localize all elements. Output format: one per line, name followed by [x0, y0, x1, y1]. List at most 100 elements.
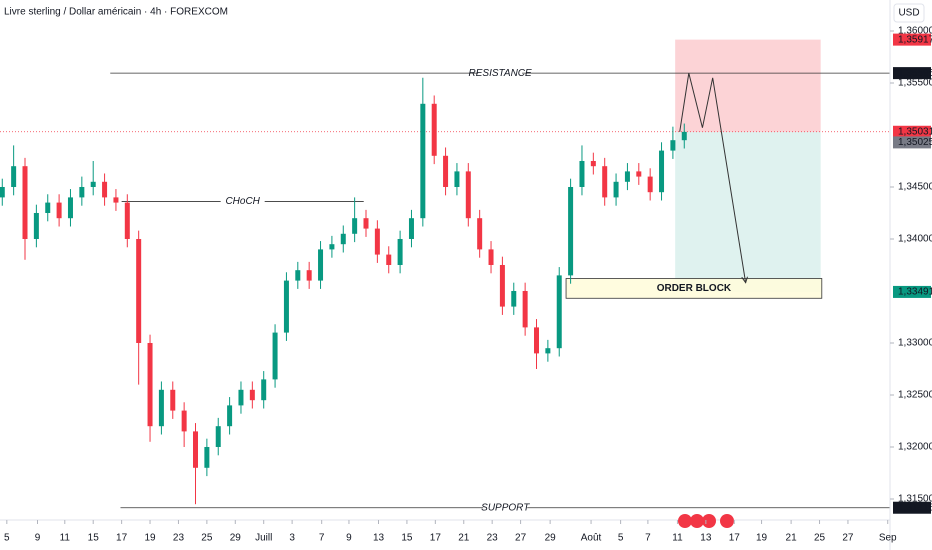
candle-body [420, 103, 426, 219]
x-tick-label: 27 [842, 533, 854, 544]
x-tick-label: 11 [672, 533, 683, 544]
x-tick-label: 17 [116, 533, 128, 544]
price-tag-label: 1,33491 [898, 287, 932, 298]
candle-body [408, 218, 414, 239]
candle-body [636, 171, 642, 177]
candle-body [454, 171, 460, 187]
price-tag-label: 1,35025 [898, 137, 932, 148]
price-tag [893, 285, 931, 298]
candle-body [522, 290, 528, 328]
candle-body [215, 426, 221, 447]
x-tick-label: 25 [814, 533, 826, 544]
candle-body [113, 197, 119, 203]
candle-body [56, 202, 62, 219]
candle-body [249, 389, 255, 401]
level-label-bg [220, 195, 265, 208]
candle-body [511, 290, 517, 307]
candle-body [147, 342, 153, 427]
x-tick-label: 9 [35, 533, 41, 544]
candle-body [22, 166, 28, 239]
candle-body [306, 270, 312, 281]
candle-body [363, 218, 369, 229]
x-tick-label: 17 [729, 533, 741, 544]
x-tick-label: 7 [319, 533, 325, 544]
candle-body [272, 332, 278, 380]
candle-body [102, 181, 108, 198]
y-tick-label: 1,34000 [898, 234, 932, 245]
candle-body [659, 150, 665, 193]
candle-body [261, 379, 267, 401]
candle-body [193, 431, 199, 468]
x-tick-label: 21 [458, 533, 470, 544]
x-tick-label: 21 [786, 533, 798, 544]
candle-body [158, 389, 164, 427]
candle-body [227, 405, 233, 427]
candle-body [204, 446, 210, 468]
x-tick-label: 5 [618, 533, 624, 544]
candle-body [431, 103, 437, 156]
x-tick-label: 19 [756, 533, 768, 544]
y-tick-label: 1,33000 [898, 338, 932, 349]
candle-body [11, 166, 17, 187]
x-tick-label: Août [581, 533, 602, 544]
x-tick-label: 17 [430, 533, 442, 544]
candle-body [579, 160, 585, 187]
candle-body [90, 181, 96, 187]
candle-body [602, 166, 608, 198]
candle-body [386, 254, 392, 265]
y-tick-label: 1,35500 [898, 78, 932, 89]
x-tick-label: 27 [515, 533, 527, 544]
candle-body [329, 244, 335, 250]
candle-body [443, 155, 449, 187]
price-tag-label: 1,35031 [898, 126, 932, 137]
x-tick-label: 13 [373, 533, 385, 544]
x-tick-label: 15 [88, 533, 100, 544]
x-tick-label: Sep [879, 533, 897, 544]
candle-body [283, 280, 289, 333]
x-tick-label: 23 [173, 533, 185, 544]
level-label: SUPPORT [481, 502, 530, 513]
chart-title: Livre sterling / Dollar américain · 4h ·… [4, 7, 228, 18]
candle-body [238, 389, 244, 406]
y-tick-label: 1,34500 [898, 182, 932, 193]
candle-body [488, 249, 494, 265]
order-block-label: ORDER BLOCK [657, 283, 732, 294]
x-tick-label: 5 [4, 533, 10, 544]
currency[interactable]: USD [898, 8, 919, 19]
candle-body [295, 270, 301, 281]
candle-body [613, 181, 619, 198]
candle-body [499, 264, 505, 307]
x-tick-label: 3 [289, 533, 295, 544]
x-tick-label: 9 [346, 533, 352, 544]
y-tick-label: 1,31500 [898, 494, 932, 505]
x-tick-label: 13 [700, 533, 712, 544]
candle-body [647, 176, 653, 193]
order-block [565, 278, 823, 299]
candle-body [624, 171, 630, 182]
candle-body [465, 171, 471, 219]
candle-body [33, 212, 39, 239]
target-zone [675, 131, 821, 292]
price-tag-label: 1,31416 [898, 502, 932, 513]
candle-body [534, 327, 540, 354]
candle-body [590, 160, 596, 167]
candle-body [318, 249, 324, 281]
currency-button[interactable] [893, 3, 925, 23]
candle-body [136, 238, 142, 343]
price-tag [893, 501, 931, 514]
candle-body [67, 197, 73, 219]
candle-body [670, 140, 676, 151]
x-tick-label: 11 [60, 533, 71, 544]
candle-body [0, 186, 5, 198]
projection-path [679, 72, 746, 283]
candle-body [45, 202, 51, 213]
price-tag [893, 67, 931, 80]
price-tag [893, 136, 931, 149]
plot-area: ORDER BLOCK RESISTANCE SUPPORT CHoCH [0, 39, 890, 514]
x-tick-label: 23 [487, 533, 499, 544]
event-icons [678, 514, 734, 528]
price-tag-label: 1,35917 [898, 34, 932, 45]
y-tick-label: 1,36000 [898, 26, 932, 37]
candle-body [568, 186, 574, 276]
